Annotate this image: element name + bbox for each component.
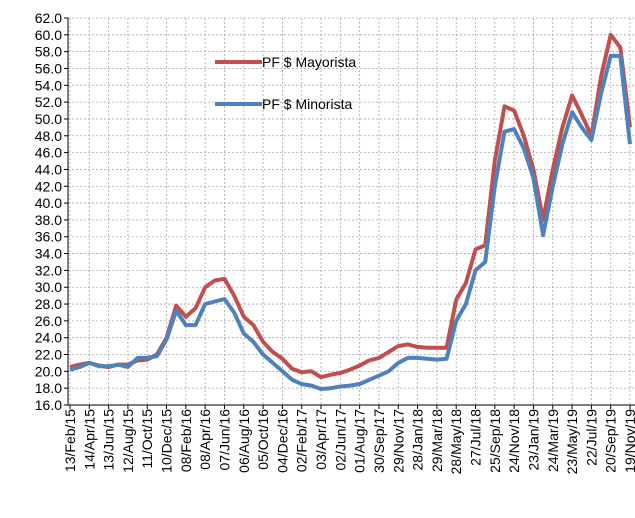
x-tick-label: 27/Jul/18 <box>468 409 484 466</box>
y-tick-label: 60.0 <box>35 27 62 43</box>
y-tick-label: 24.0 <box>35 330 62 346</box>
y-tick-label: 18.0 <box>35 380 62 396</box>
y-tick-label: 62.0 <box>35 10 62 26</box>
y-tick-label: 38.0 <box>35 212 62 228</box>
y-tick-label: 16.0 <box>35 397 62 413</box>
x-tick-label: 23/Jan/19 <box>525 409 541 471</box>
y-tick-label: 26.0 <box>35 313 62 329</box>
legend-label: PF $ Minorista <box>262 96 352 112</box>
x-tick-label: 06/Aug/16 <box>236 409 252 473</box>
x-tick-label: 28/May/18 <box>448 409 464 475</box>
y-tick-label: 20.0 <box>35 363 62 379</box>
x-tick-label: 10/Dec/15 <box>159 409 175 473</box>
x-tick-label: 28/Jan/18 <box>410 409 426 471</box>
x-tick-label: 11/Oct/15 <box>139 409 155 469</box>
x-tick-label: 12/Aug/15 <box>120 409 136 473</box>
y-tick-label: 42.0 <box>35 178 62 194</box>
x-tick-label: 07/Jun/16 <box>216 409 232 471</box>
y-tick-label: 50.0 <box>35 111 62 127</box>
y-tick-label: 28.0 <box>35 296 62 312</box>
y-tick-label: 54.0 <box>35 77 62 93</box>
series-line <box>69 32 632 380</box>
x-tick-label: 30/Sep/17 <box>371 409 387 473</box>
x-tick-label: 03/Apr/17 <box>313 409 329 470</box>
x-tick-label: 23/May/19 <box>564 409 580 475</box>
x-tick-label: 25/Sep/18 <box>487 409 503 473</box>
x-tick-label: 24/Mar/19 <box>545 409 561 472</box>
x-tick-label: 29/Nov/17 <box>390 409 406 473</box>
x-tick-label: 24/Nov/18 <box>506 409 522 473</box>
y-tick-label: 36.0 <box>35 229 62 245</box>
x-tick-label: 20/Sep/19 <box>603 409 619 473</box>
x-tick-label: 08/Feb/16 <box>178 409 194 472</box>
y-tick-label: 56.0 <box>35 60 62 76</box>
x-tick-label: 19/Nov/19 <box>622 409 635 473</box>
x-tick-label: 13/Jun/15 <box>101 409 117 471</box>
x-tick-label: 22/Jul/19 <box>583 409 599 466</box>
y-tick-label: 58.0 <box>35 44 62 60</box>
x-tick-label: 04/Dec/16 <box>274 409 290 473</box>
legend-label: PF $ Mayorista <box>262 54 356 70</box>
y-tick-label: 40.0 <box>35 195 62 211</box>
series-line <box>69 53 632 391</box>
y-tick-label: 22.0 <box>35 347 62 363</box>
y-tick-label: 30.0 <box>35 279 62 295</box>
y-tick-label: 34.0 <box>35 246 62 262</box>
y-tick-label: 44.0 <box>35 161 62 177</box>
x-tick-label: 08/Apr/16 <box>197 409 213 470</box>
x-tick-label: 29/Mar/18 <box>429 409 445 472</box>
x-tick-label: 13/Feb/15 <box>62 409 78 472</box>
y-tick-label: 52.0 <box>35 94 62 110</box>
y-tick-label: 32.0 <box>35 262 62 278</box>
y-tick-label: 46.0 <box>35 145 62 161</box>
y-tick-label: 48.0 <box>35 128 62 144</box>
x-tick-label: 02/Jun/17 <box>332 409 348 471</box>
x-tick-label: 05/Oct/16 <box>255 409 271 470</box>
x-tick-label: 01/Aug/17 <box>352 409 368 473</box>
x-tick-label: 02/Feb/17 <box>294 409 310 472</box>
x-tick-label: 14/Apr/15 <box>81 409 97 470</box>
